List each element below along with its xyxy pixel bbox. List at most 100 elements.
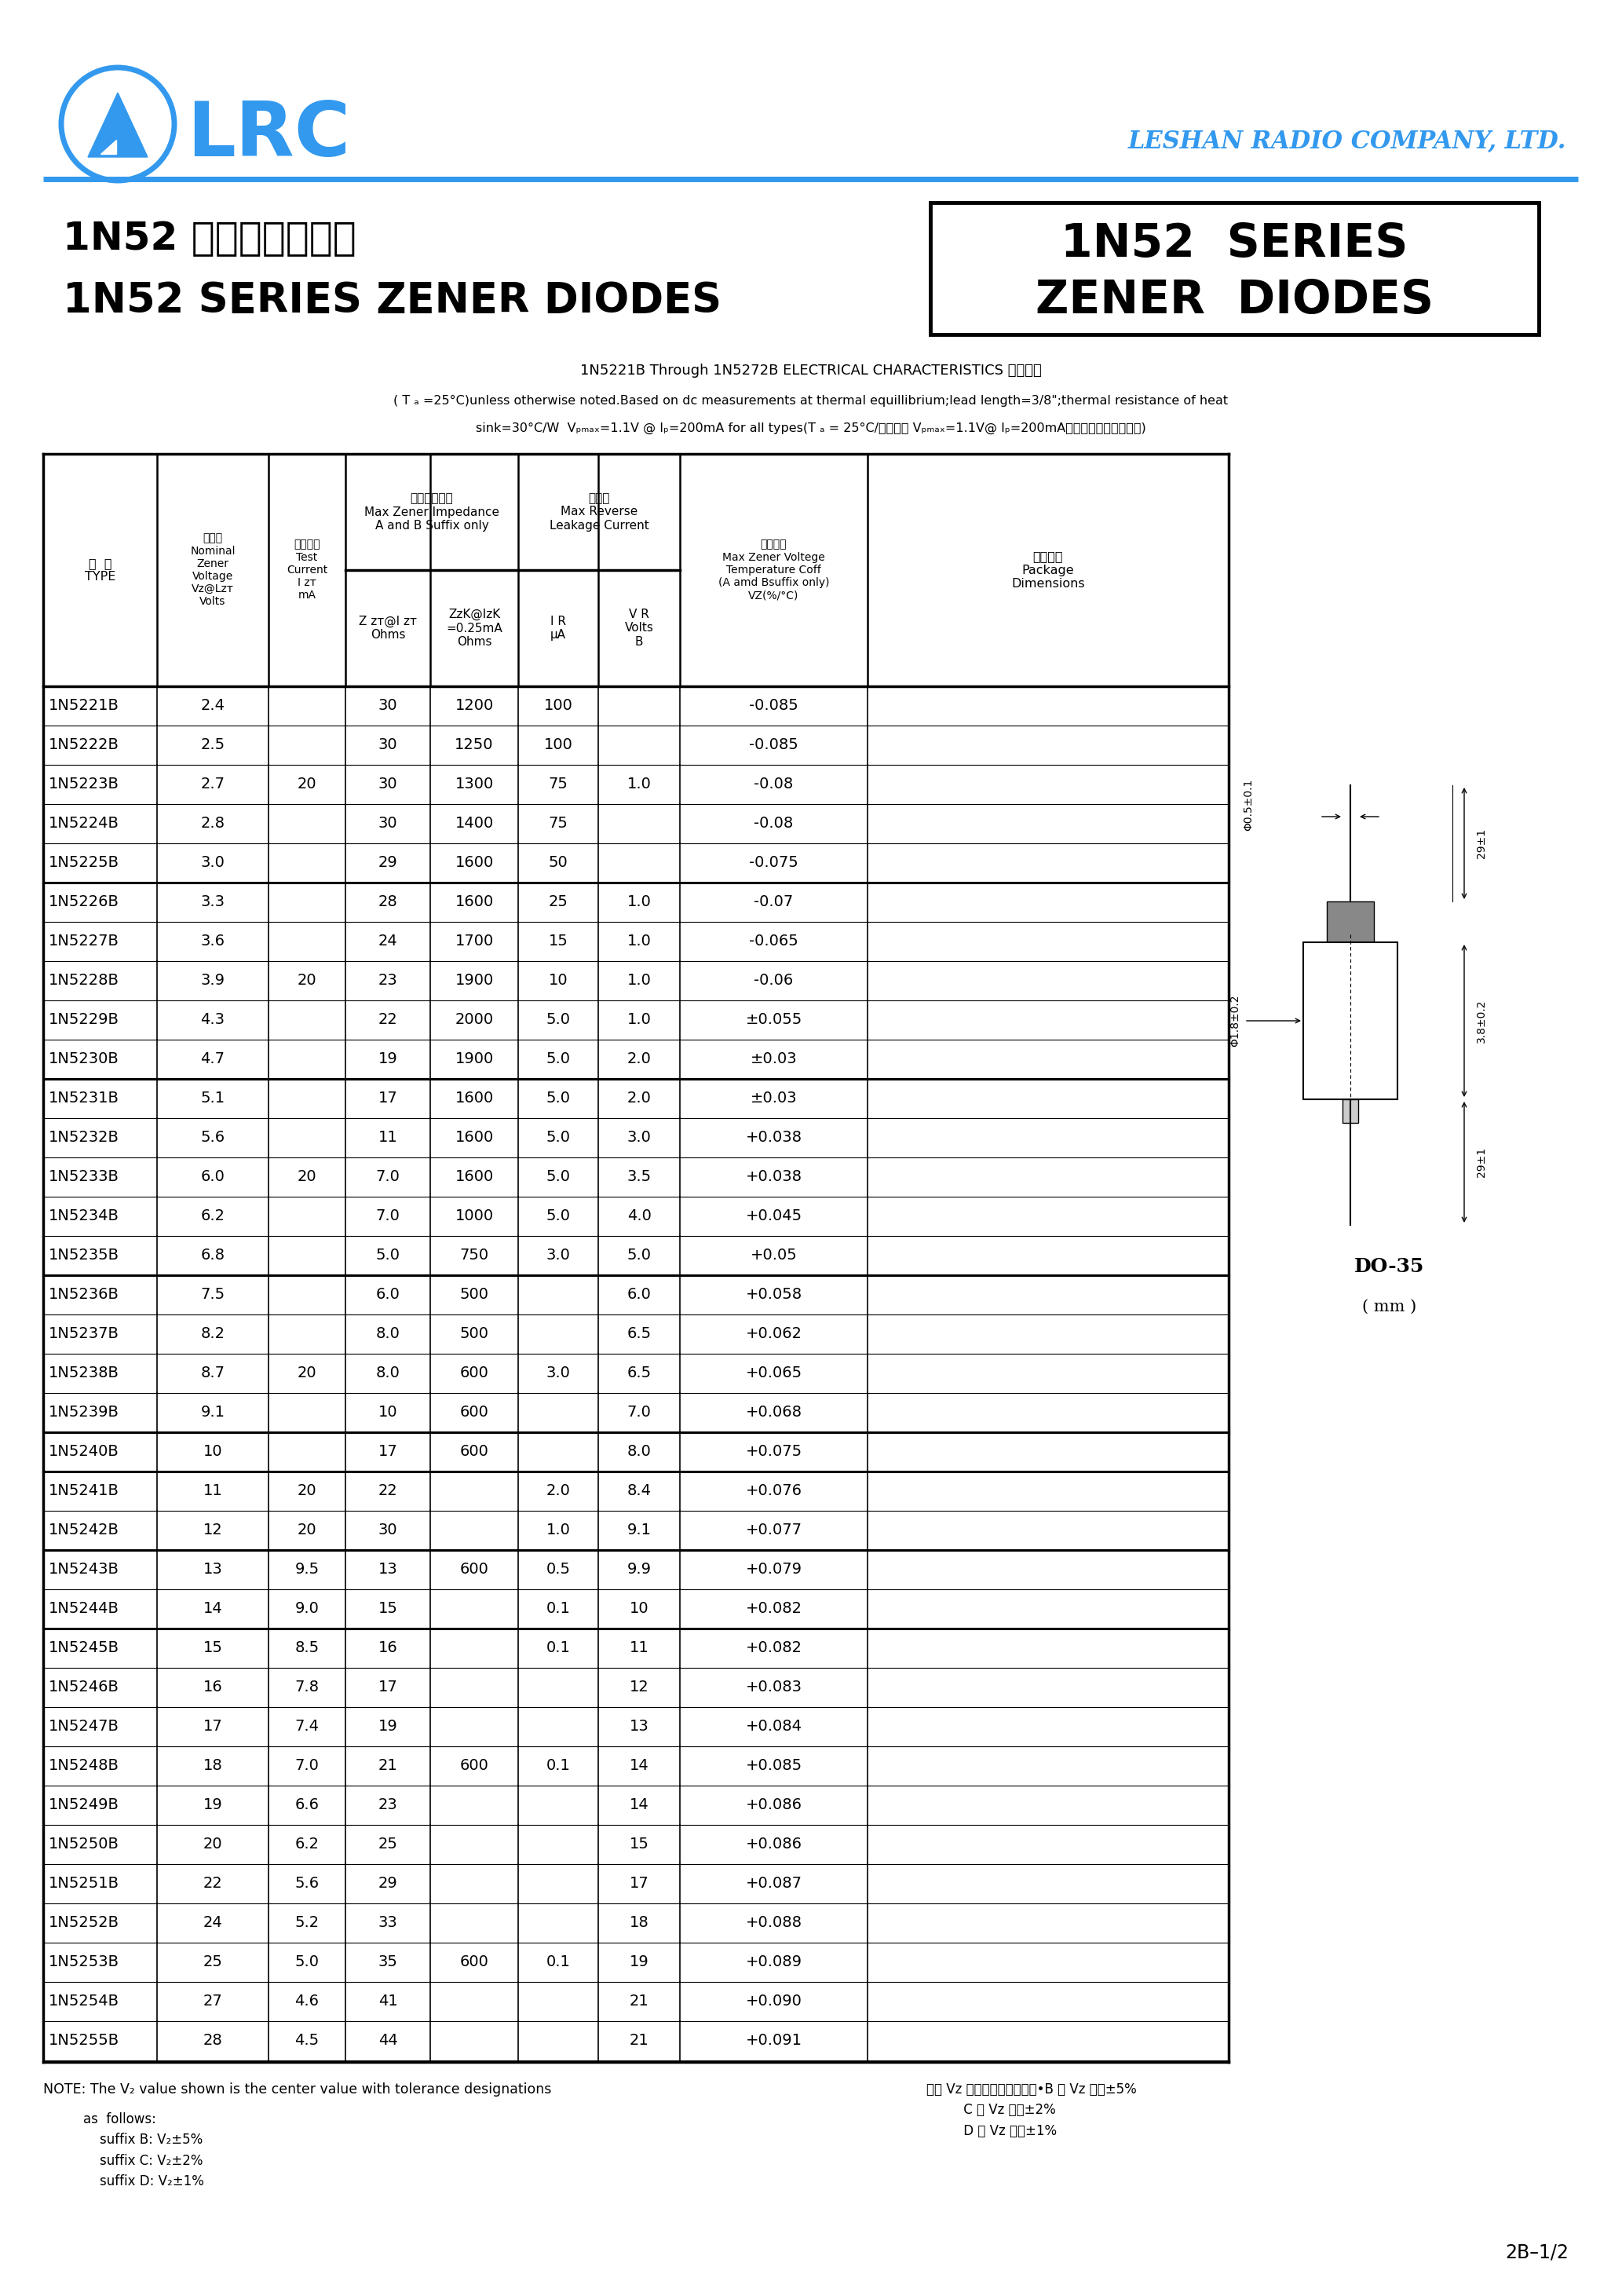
Text: 7.0: 7.0 (376, 1169, 401, 1185)
Text: 1900: 1900 (454, 974, 493, 987)
Text: 2000: 2000 (454, 1013, 493, 1029)
Polygon shape (101, 140, 117, 154)
Text: 3.5: 3.5 (626, 1169, 652, 1185)
Text: 1600: 1600 (454, 1130, 493, 1146)
Text: Φ0.5±0.1: Φ0.5±0.1 (1242, 778, 1254, 831)
Text: 3.0: 3.0 (201, 856, 225, 870)
Text: 7.8: 7.8 (295, 1681, 320, 1694)
Text: as  follows:
        suffix B: V₂±5%
        suffix C: V₂±2%
        suffix D: V: as follows: suffix B: V₂±5% suffix C: V₂… (67, 2112, 204, 2188)
Text: 1N5247B: 1N5247B (49, 1720, 120, 1733)
Text: 750: 750 (459, 1249, 488, 1263)
Text: +0.038: +0.038 (746, 1130, 801, 1146)
Text: 2B–1/2: 2B–1/2 (1505, 2243, 1568, 2262)
Text: 1.0: 1.0 (628, 895, 650, 909)
Text: +0.091: +0.091 (746, 2034, 801, 2048)
Text: 29: 29 (378, 1876, 397, 1892)
Text: 14: 14 (629, 1798, 649, 1814)
Text: DO-35: DO-35 (1354, 1258, 1424, 1277)
Text: 1N5255B: 1N5255B (49, 2034, 120, 2048)
Text: +0.088: +0.088 (746, 1915, 801, 1931)
Text: 8.2: 8.2 (201, 1327, 225, 1341)
Text: 6.5: 6.5 (626, 1327, 652, 1341)
Text: 1N5231B: 1N5231B (49, 1091, 120, 1107)
Text: 1400: 1400 (454, 817, 493, 831)
Text: 0.1: 0.1 (547, 1603, 571, 1616)
Text: 5.0: 5.0 (547, 1013, 571, 1029)
Text: 10: 10 (203, 1444, 222, 1460)
Text: 1N5242B: 1N5242B (49, 1522, 120, 1538)
Text: 3.3: 3.3 (201, 895, 225, 909)
Text: 4.7: 4.7 (201, 1052, 225, 1068)
Text: 5.6: 5.6 (201, 1130, 225, 1146)
Text: 30: 30 (378, 1522, 397, 1538)
Text: +0.05: +0.05 (751, 1249, 796, 1263)
Text: +0.087: +0.087 (746, 1876, 801, 1892)
Text: Z ᴢᴛ@I ᴢᴛ
Ohms: Z ᴢᴛ@I ᴢᴛ Ohms (358, 615, 417, 641)
Text: 30: 30 (378, 817, 397, 831)
Text: 100: 100 (543, 737, 573, 753)
Text: 28: 28 (203, 2034, 222, 2048)
Text: 1.0: 1.0 (628, 776, 650, 792)
Text: 5.0: 5.0 (547, 1052, 571, 1068)
Text: +0.075: +0.075 (746, 1444, 801, 1460)
Text: 21: 21 (629, 2034, 649, 2048)
Text: 20: 20 (297, 776, 316, 792)
Text: 1N52 SERIES ZENER DIODES: 1N52 SERIES ZENER DIODES (63, 280, 722, 321)
Text: 0.1: 0.1 (547, 1759, 571, 1773)
Text: 1250: 1250 (454, 737, 493, 753)
Text: +0.045: +0.045 (746, 1210, 801, 1224)
Text: 2.0: 2.0 (628, 1052, 650, 1068)
Text: 1000: 1000 (454, 1210, 493, 1224)
Text: 15: 15 (378, 1603, 397, 1616)
Text: 10: 10 (629, 1603, 649, 1616)
Text: 1.0: 1.0 (628, 974, 650, 987)
Text: 1600: 1600 (454, 1169, 493, 1185)
Text: 1N5254B: 1N5254B (49, 1995, 120, 2009)
Text: 10: 10 (378, 1405, 397, 1421)
Text: 24: 24 (378, 934, 397, 948)
Text: -0.085: -0.085 (749, 737, 798, 753)
Text: 8.4: 8.4 (626, 1483, 652, 1499)
Text: 29±1: 29±1 (1476, 829, 1487, 859)
Text: 1200: 1200 (454, 698, 493, 714)
Text: 1N5239B: 1N5239B (49, 1405, 120, 1421)
Text: 1N5223B: 1N5223B (49, 776, 120, 792)
Text: +0.090: +0.090 (746, 1995, 801, 2009)
Text: 30: 30 (378, 776, 397, 792)
Text: 20: 20 (297, 1366, 316, 1380)
Text: -0.085: -0.085 (749, 698, 798, 714)
Text: 1N5253B: 1N5253B (49, 1954, 120, 1970)
Text: +0.079: +0.079 (746, 1561, 801, 1577)
Text: 1N5236B: 1N5236B (49, 1288, 120, 1302)
Text: +0.083: +0.083 (746, 1681, 801, 1694)
Text: 9.0: 9.0 (295, 1603, 320, 1616)
Text: 测试电流
Test
Current
I ᴢᴛ
mA: 测试电流 Test Current I ᴢᴛ mA (287, 540, 328, 602)
Text: LESHAN RADIO COMPANY, LTD.: LESHAN RADIO COMPANY, LTD. (1127, 129, 1567, 154)
Text: 17: 17 (378, 1444, 397, 1460)
Text: +0.086: +0.086 (746, 1798, 801, 1814)
Text: 29±1: 29±1 (1476, 1148, 1487, 1178)
Text: -0.08: -0.08 (754, 817, 793, 831)
Text: 3.0: 3.0 (547, 1249, 571, 1263)
Text: 30: 30 (378, 737, 397, 753)
Text: 1N5240B: 1N5240B (49, 1444, 118, 1460)
Text: -0.065: -0.065 (749, 934, 798, 948)
Text: 2.4: 2.4 (201, 698, 225, 714)
Text: 1N52 系列稳压二极管: 1N52 系列稳压二极管 (63, 220, 357, 257)
Text: 3.9: 3.9 (201, 974, 225, 987)
Text: 21: 21 (378, 1759, 397, 1773)
Text: 20: 20 (297, 1483, 316, 1499)
Text: 5.0: 5.0 (295, 1954, 320, 1970)
Text: 13: 13 (203, 1561, 222, 1577)
Text: ±0.03: ±0.03 (751, 1091, 796, 1107)
Text: 50: 50 (548, 856, 568, 870)
Bar (1343, 1100, 1358, 1123)
Text: 5.0: 5.0 (547, 1091, 571, 1107)
Text: 注： Vz 为稳压中心値，其中•B 型 Vz 容差±5%
         C 型 Vz 容差±2%
         D 型 Vz 容差±1%: 注： Vz 为稳压中心値，其中•B 型 Vz 容差±5% C 型 Vz 容差±2… (926, 2082, 1137, 2138)
Text: 4.5: 4.5 (295, 2034, 320, 2048)
Text: 25: 25 (378, 1837, 397, 1853)
Text: 75: 75 (548, 776, 568, 792)
Text: 1N5226B: 1N5226B (49, 895, 120, 909)
Text: 30: 30 (378, 698, 397, 714)
Text: 5.0: 5.0 (376, 1249, 401, 1263)
